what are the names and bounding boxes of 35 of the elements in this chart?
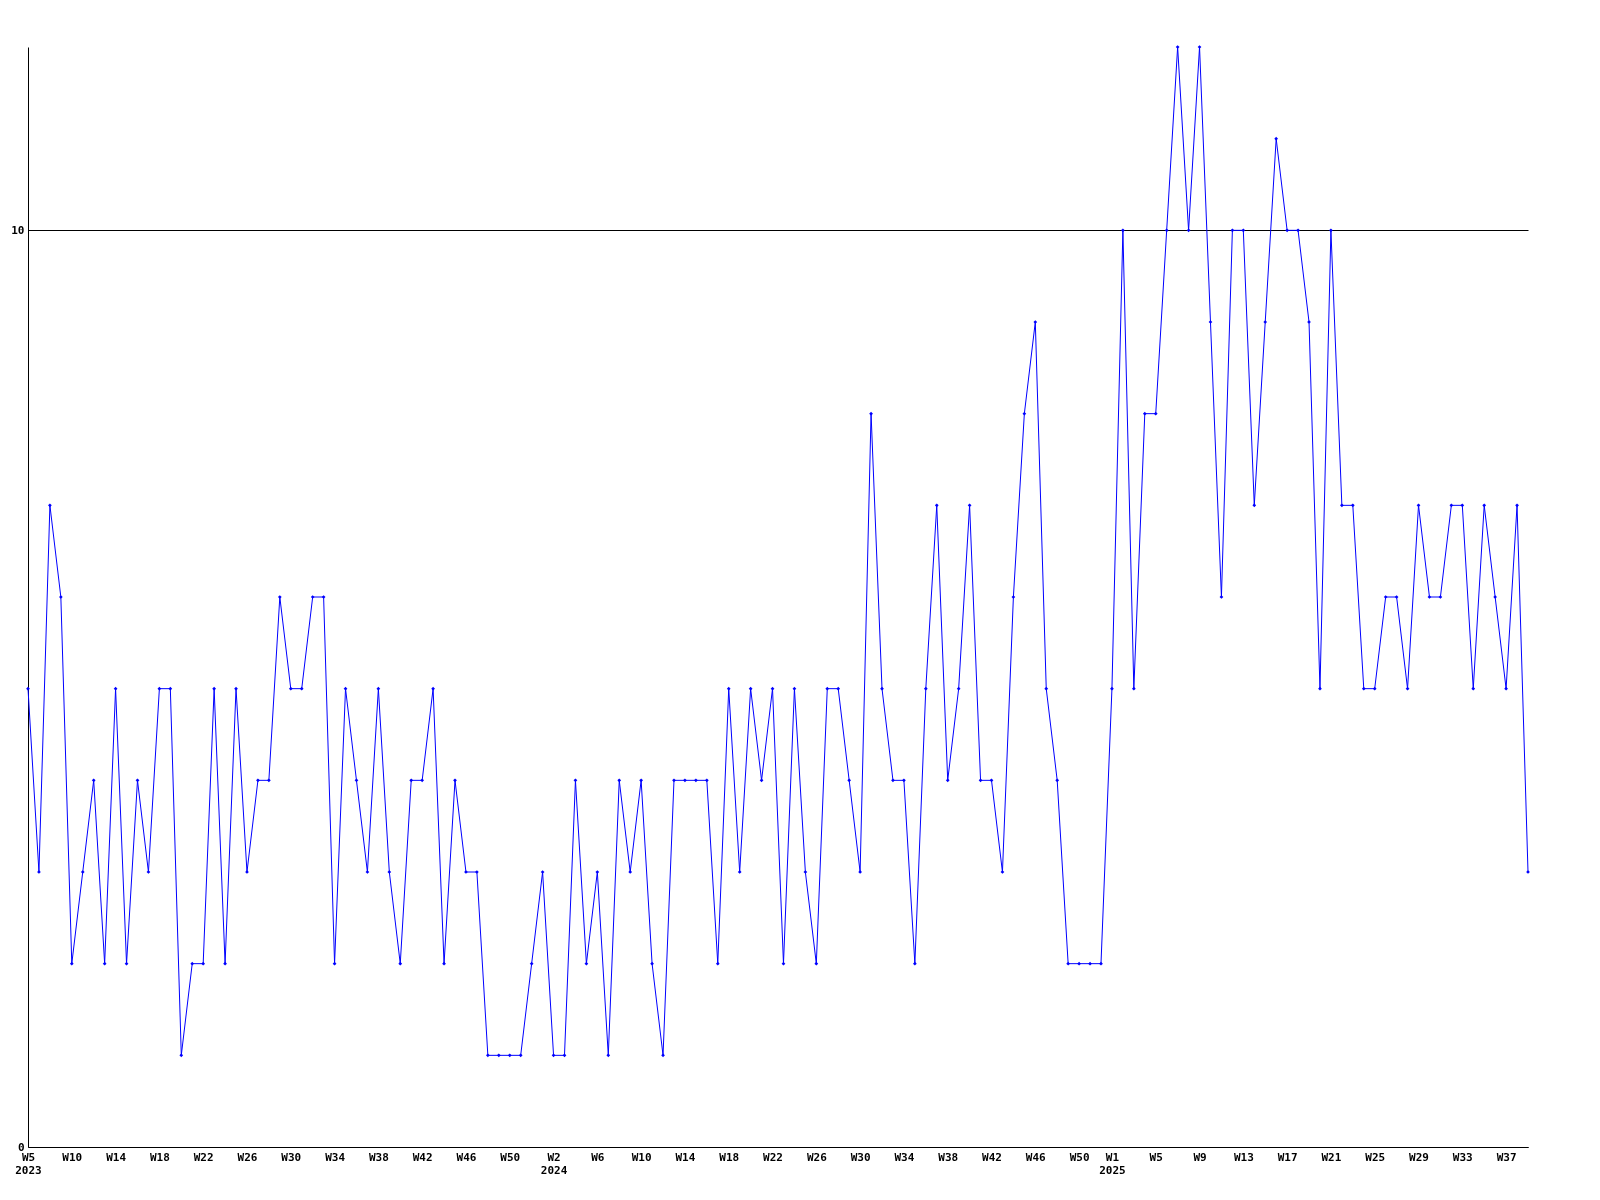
x-tick-label: W38 — [938, 1150, 959, 1164]
x-tick-label: W29 — [1409, 1150, 1429, 1164]
x-tick-label: W22 — [763, 1150, 783, 1164]
x-tick-label: W33 — [1452, 1150, 1473, 1164]
x-tick-label: W18 — [719, 1150, 740, 1164]
x-tick-label: W9 — [1193, 1150, 1207, 1164]
x-tick-label: W14 — [675, 1150, 696, 1164]
x-tick-label: W46 — [456, 1150, 477, 1164]
x-tick-label: W17 — [1277, 1150, 1298, 1164]
x-tick-label: W34 — [325, 1150, 346, 1164]
x-tick-label: W6 — [591, 1150, 605, 1164]
x-tick-label: W30 — [850, 1150, 871, 1164]
x-tick-label: W34 — [894, 1150, 915, 1164]
x-tick-label: W50 — [500, 1150, 521, 1164]
x-tick-label: W10 — [62, 1150, 83, 1164]
x-tick-label: W1 2025 — [1099, 1150, 1126, 1177]
x-tick-label: W21 — [1321, 1150, 1342, 1164]
x-tick-label: W2 2024 — [540, 1150, 568, 1177]
x-tick-label: W50 — [1069, 1150, 1090, 1164]
x-tick-label: W26 — [237, 1150, 258, 1164]
x-tick-label: W25 — [1365, 1150, 1386, 1164]
x-tick-label: W14 — [106, 1150, 127, 1164]
y-tick-label: 10 — [11, 223, 25, 237]
x-tick-label: W18 — [149, 1150, 170, 1164]
x-tick-label: W37 — [1496, 1150, 1517, 1164]
x-tick-label: W22 — [193, 1150, 214, 1164]
x-tick-label: W10 — [631, 1150, 652, 1164]
x-tick-label: W38 — [368, 1150, 389, 1164]
x-tick-label: W13 — [1233, 1150, 1254, 1164]
x-tick-label: W30 — [281, 1150, 302, 1164]
x-tick-label: W42 — [982, 1150, 1002, 1164]
x-tick-label: W46 — [1025, 1150, 1047, 1164]
x-tick-label: W42 — [412, 1150, 433, 1164]
x-tick-label: W5 — [1149, 1150, 1163, 1164]
x-tick-label: W26 — [806, 1150, 828, 1164]
